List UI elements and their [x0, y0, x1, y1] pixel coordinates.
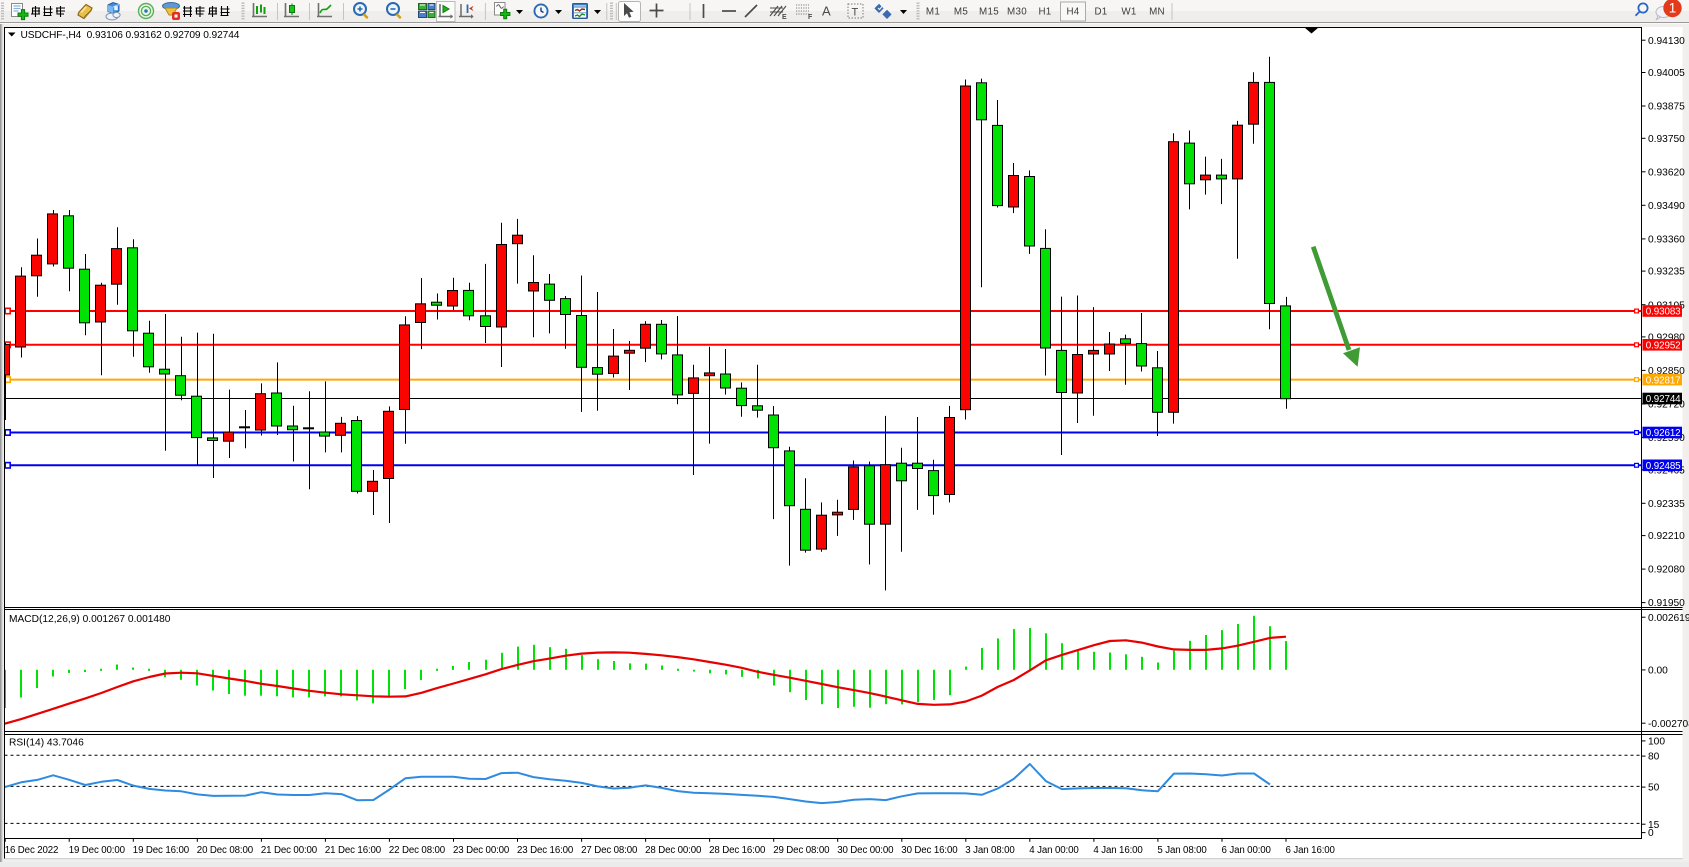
- svg-text:0.93620: 0.93620: [1648, 167, 1685, 178]
- svg-text:T: T: [852, 7, 859, 19]
- svg-text:0.92335: 0.92335: [1648, 499, 1685, 510]
- svg-text:23 Dec 00:00: 23 Dec 00:00: [453, 845, 510, 856]
- svg-text:M15: M15: [979, 7, 999, 18]
- svg-text:0.93875: 0.93875: [1648, 102, 1685, 113]
- svg-text:21 Dec 16:00: 21 Dec 16:00: [325, 845, 382, 856]
- svg-text:MACD(12,26,9) 0.001267 0.00148: MACD(12,26,9) 0.001267 0.001480: [9, 614, 171, 625]
- svg-text:4 Jan 16:00: 4 Jan 16:00: [1093, 845, 1143, 856]
- svg-text:0.92485: 0.92485: [1646, 461, 1681, 472]
- svg-text:F: F: [808, 14, 813, 21]
- svg-text:0.00: 0.00: [1648, 666, 1668, 677]
- svg-text:30 Dec 00:00: 30 Dec 00:00: [837, 845, 894, 856]
- svg-text:0.93083: 0.93083: [1646, 307, 1681, 318]
- svg-text:50: 50: [1648, 783, 1660, 794]
- svg-text:E: E: [782, 14, 787, 21]
- svg-text:6 Jan 00:00: 6 Jan 00:00: [1222, 845, 1272, 856]
- svg-text:16 Dec 2022: 16 Dec 2022: [5, 845, 59, 856]
- svg-text:1: 1: [1669, 1, 1677, 16]
- svg-text:0.94130: 0.94130: [1648, 36, 1685, 47]
- svg-text:0.92980: 0.92980: [1648, 333, 1685, 344]
- svg-text:28 Dec 00:00: 28 Dec 00:00: [645, 845, 702, 856]
- svg-text:20 Dec 08:00: 20 Dec 08:00: [197, 845, 254, 856]
- svg-text:USDCHF-,H4 0.93106 0.93162 0.: USDCHF-,H4 0.93106 0.93162 0.92709 0.927…: [21, 30, 240, 41]
- svg-text:0.92612: 0.92612: [1646, 428, 1681, 439]
- svg-text:0.93490: 0.93490: [1648, 201, 1685, 212]
- svg-text:22 Dec 08:00: 22 Dec 08:00: [389, 845, 446, 856]
- svg-text:-0.002708: -0.002708: [1648, 719, 1689, 730]
- svg-text:0.92720: 0.92720: [1648, 400, 1685, 411]
- svg-text:0.92080: 0.92080: [1648, 565, 1685, 576]
- svg-text:0.002619: 0.002619: [1648, 613, 1689, 624]
- svg-text:0.92817: 0.92817: [1646, 375, 1681, 386]
- svg-text:30 Dec 16:00: 30 Dec 16:00: [901, 845, 958, 856]
- svg-text:H1: H1: [1038, 7, 1051, 18]
- svg-text:A: A: [822, 4, 831, 19]
- svg-text:M5: M5: [954, 7, 968, 18]
- svg-text:0.92744: 0.92744: [1646, 394, 1681, 405]
- svg-text:28 Dec 16:00: 28 Dec 16:00: [709, 845, 766, 856]
- svg-text:0.94005: 0.94005: [1648, 68, 1685, 79]
- svg-text:M30: M30: [1007, 7, 1027, 18]
- svg-text:100: 100: [1648, 737, 1665, 748]
- svg-text:15: 15: [1648, 820, 1660, 831]
- svg-text:0.92952: 0.92952: [1646, 341, 1681, 352]
- svg-text:23 Dec 16:00: 23 Dec 16:00: [517, 845, 574, 856]
- svg-text:D1: D1: [1094, 7, 1107, 18]
- svg-text:0: 0: [1648, 828, 1654, 839]
- svg-text:5 Jan 08:00: 5 Jan 08:00: [1157, 845, 1207, 856]
- svg-text:19 Dec 00:00: 19 Dec 00:00: [69, 845, 126, 856]
- svg-text:0.91950: 0.91950: [1648, 598, 1685, 609]
- svg-text:M1: M1: [926, 7, 940, 18]
- svg-text:21 Dec 00:00: 21 Dec 00:00: [261, 845, 318, 856]
- svg-text:0.92590: 0.92590: [1648, 433, 1685, 444]
- svg-text:0.92850: 0.92850: [1648, 366, 1685, 377]
- svg-text:19 Dec 16:00: 19 Dec 16:00: [133, 845, 190, 856]
- svg-text:RSI(14) 43.7046: RSI(14) 43.7046: [9, 738, 84, 749]
- svg-text:3 Jan 08:00: 3 Jan 08:00: [965, 845, 1015, 856]
- svg-text:W1: W1: [1121, 7, 1136, 18]
- svg-text:80: 80: [1648, 752, 1660, 763]
- svg-text:H4: H4: [1066, 7, 1079, 18]
- svg-text:MN: MN: [1149, 7, 1165, 18]
- svg-text:4 Jan 00:00: 4 Jan 00:00: [1029, 845, 1079, 856]
- svg-text:0.92210: 0.92210: [1648, 531, 1685, 542]
- svg-text:29 Dec 08:00: 29 Dec 08:00: [773, 845, 830, 856]
- svg-text:27 Dec 08:00: 27 Dec 08:00: [581, 845, 638, 856]
- svg-text:0.93360: 0.93360: [1648, 235, 1685, 246]
- svg-text:6 Jan 16:00: 6 Jan 16:00: [1286, 845, 1336, 856]
- svg-text:0.93235: 0.93235: [1648, 267, 1685, 278]
- svg-text:0.93750: 0.93750: [1648, 134, 1685, 145]
